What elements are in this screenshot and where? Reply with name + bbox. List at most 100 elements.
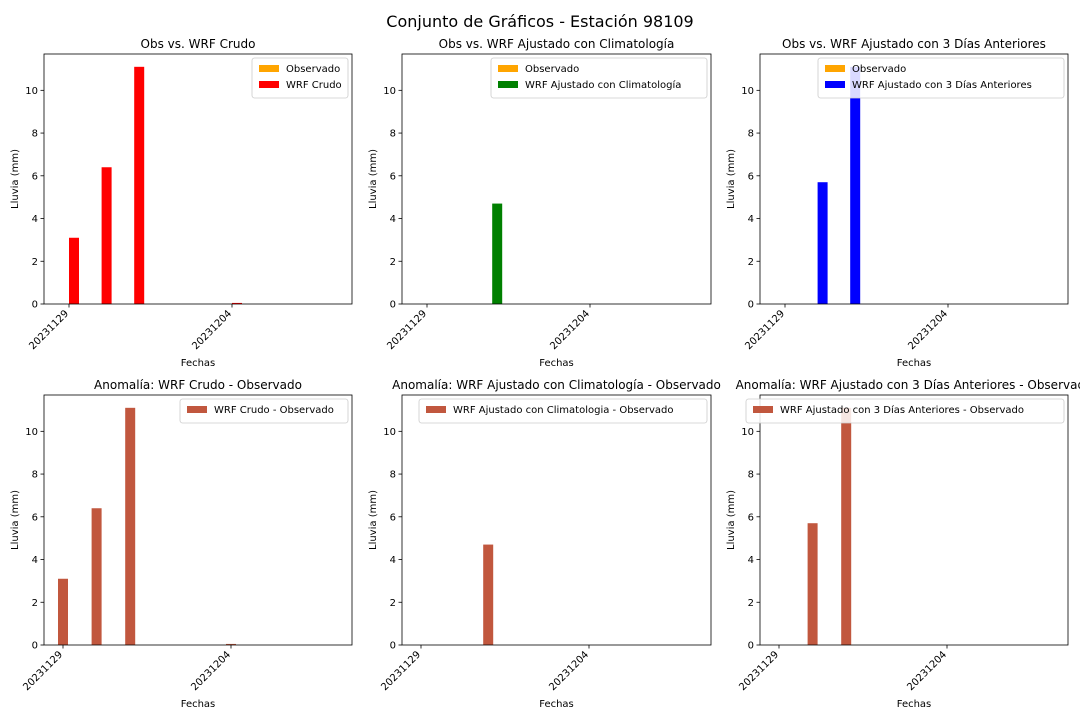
x-axis-label: Fechas [539, 358, 574, 369]
plot-frame [43, 394, 353, 646]
legend-box [817, 57, 1065, 99]
panel-title: Anomalía: WRF Ajustado con 3 Días Anteri… [736, 378, 1080, 392]
panel-3: 0 2 4 6 8 10 20231129 20231204 Obs vs. WRF Ajust… [726, 37, 1069, 369]
y-tick-label: 8 [748, 129, 754, 140]
panel-5: 0 2 4 6 8 10 20231129 20231204 Anomalía: WRF Aju… [368, 378, 721, 710]
legend-label: Observado [852, 64, 906, 75]
y-tick-label: 2 [390, 257, 396, 268]
figure-title: Conjunto de Gráficos - Estación 98109 [386, 12, 693, 31]
panel-title: Obs vs. WRF Ajustado con Climatología [439, 37, 675, 51]
legend: WRF Ajustado con 3 Días Anteriores - Obs… [745, 398, 1065, 424]
bar-20231130 [91, 508, 102, 645]
y-tick-label: 6 [390, 171, 396, 182]
bars [58, 407, 236, 645]
legend-box [179, 398, 349, 424]
y-axis-label: Lluvia (mm) [726, 490, 737, 550]
bar-model-20231201 [850, 66, 861, 304]
plot-frame [43, 53, 353, 305]
bar-20231204 [226, 643, 236, 645]
x-tick-label: 20231129 [737, 649, 781, 693]
y-tick-label: 10 [25, 86, 38, 97]
legend-swatch [187, 406, 207, 413]
legend: Observado WRF Ajustado con Climatología [490, 57, 708, 99]
y-axis-label: Lluvia (mm) [10, 490, 21, 550]
x-axis-label: Fechas [181, 358, 216, 369]
y-tick-label: 4 [748, 214, 754, 225]
y-tick-label: 6 [32, 171, 38, 182]
bar-model-20231204 [232, 302, 242, 304]
y-tick-label: 0 [32, 300, 38, 311]
y-tick-label: 8 [32, 470, 38, 481]
legend: Observado WRF Crudo [251, 57, 349, 99]
legend-swatch [825, 81, 845, 88]
plot-frame [759, 53, 1069, 305]
panel-1: 0 2 4 6 8 10 20231129 20231204 Obs vs. WRF Crudo… [10, 37, 353, 369]
legend-label: WRF Ajustado con Climatología [525, 79, 681, 91]
bar-model-20231129 [69, 237, 79, 304]
y-tick-label: 0 [748, 641, 754, 652]
legend: WRF Crudo - Observado [179, 398, 349, 424]
y-tick-label: 6 [748, 171, 754, 182]
legend-swatch [825, 65, 845, 72]
y-tick-label: 2 [390, 598, 396, 609]
y-tick-label: 2 [748, 257, 754, 268]
bars [492, 203, 503, 304]
bars [807, 407, 852, 645]
panel-4: 0 2 4 6 8 10 20231129 20231204 Anomalía: WRF Cru… [10, 378, 353, 710]
y-tick-label: 10 [741, 427, 754, 438]
y-tick-label: 4 [748, 555, 754, 566]
bar-20231129 [58, 578, 68, 645]
legend-label: WRF Ajustado con 3 Días Anteriores - Obs… [780, 404, 1024, 416]
x-tick-label: 20231129 [27, 308, 71, 352]
bars [69, 66, 242, 304]
panel-title: Anomalía: WRF Ajustado con Climatología … [392, 378, 721, 392]
legend-box [418, 398, 708, 424]
legend-swatch [259, 65, 279, 72]
y-tick-label: 8 [390, 470, 396, 481]
bar-model-20231130 [101, 167, 112, 304]
y-tick-label: 6 [32, 512, 38, 523]
bar-20231201 [841, 407, 852, 645]
x-tick-label: 20231204 [905, 649, 949, 693]
y-tick-label: 2 [32, 257, 38, 268]
x-tick-label: 20231204 [547, 649, 591, 693]
legend-label: WRF Crudo - Observado [214, 405, 334, 416]
panel-title: Anomalía: WRF Crudo - Observado [94, 378, 302, 392]
x-axis-label: Fechas [897, 358, 932, 369]
bars [483, 544, 494, 645]
panel-2: 0 2 4 6 8 10 20231129 20231204 Obs vs. WRF Ajust… [368, 37, 712, 369]
y-tick-label: 0 [748, 300, 754, 311]
panels: 0 2 4 6 8 10 20231129 20231204 Obs vs. WRF Crudo… [10, 37, 1080, 710]
panel-6: 0 2 4 6 8 10 20231129 20231204 Anomalía: WRF Aju… [726, 378, 1080, 710]
bar-20231201 [125, 407, 136, 645]
y-tick-label: 4 [390, 214, 396, 225]
y-tick-label: 6 [390, 512, 396, 523]
legend-label: WRF Ajustado con Climatologia - Observad… [453, 405, 674, 416]
y-tick-label: 0 [390, 300, 396, 311]
y-axis-label: Lluvia (mm) [10, 149, 21, 209]
legend-label: WRF Ajustado con 3 Días Anteriores [852, 79, 1032, 91]
x-tick-label: 20231204 [548, 308, 592, 352]
y-tick-label: 2 [748, 598, 754, 609]
plot-frame [401, 53, 712, 305]
y-tick-label: 0 [390, 641, 396, 652]
bars [817, 66, 861, 304]
x-tick-label: 20231129 [743, 308, 787, 352]
panel-title: Obs vs. WRF Crudo [141, 37, 256, 51]
x-tick-label: 20231204 [190, 308, 234, 352]
bar-model-20231201 [492, 203, 503, 304]
y-tick-label: 10 [741, 86, 754, 97]
legend-label: Observado [286, 64, 340, 75]
legend-label: Observado [525, 64, 579, 75]
x-axis-label: Fechas [539, 699, 574, 710]
legend-swatch [753, 406, 773, 413]
y-tick-label: 8 [32, 129, 38, 140]
y-tick-label: 4 [390, 555, 396, 566]
y-tick-label: 0 [32, 641, 38, 652]
legend: WRF Ajustado con Climatologia - Observad… [418, 398, 708, 424]
y-tick-label: 10 [383, 86, 396, 97]
x-axis-label: Fechas [897, 699, 932, 710]
legend: Observado WRF Ajustado con 3 Días Anterio… [817, 57, 1065, 99]
y-tick-label: 10 [383, 427, 396, 438]
